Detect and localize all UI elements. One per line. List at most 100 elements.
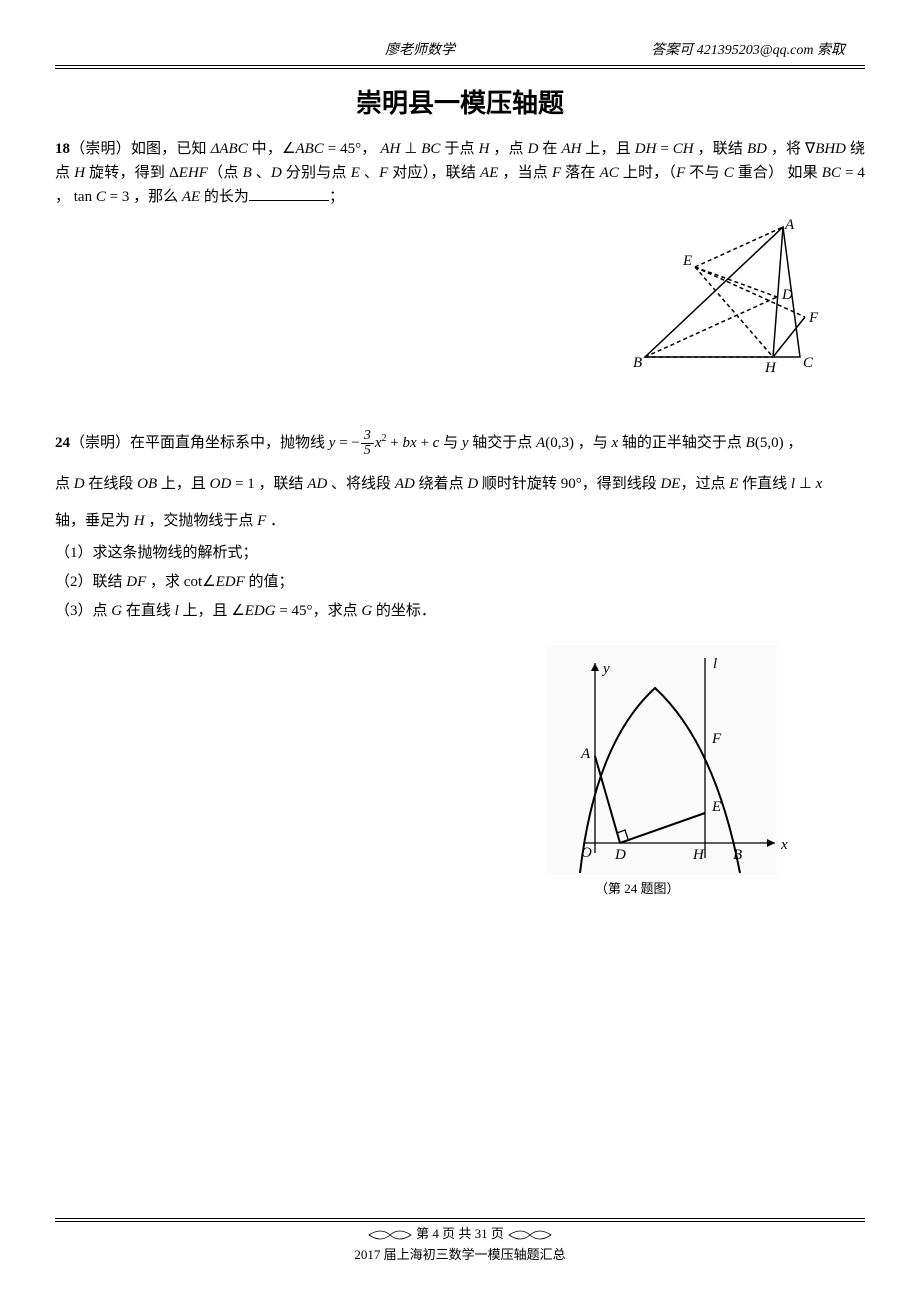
label-O: O	[581, 845, 592, 861]
header-teacher: 廖老师数学	[385, 40, 455, 62]
p24-q3d: ，求点	[313, 603, 362, 619]
p24-b50: B(5,0)	[746, 435, 784, 451]
p24-G2: G	[361, 603, 372, 619]
label-H: H	[764, 360, 777, 376]
footer-rule-1	[55, 1218, 865, 1219]
figure-24: y l A F E O D H B x （第 24 题图）	[55, 643, 865, 923]
p24-F: F	[257, 513, 266, 529]
header-contact: 答案可 421395203@qq.com 索取	[651, 40, 845, 62]
header-rule-1	[55, 65, 865, 66]
p18-tag: （崇明）	[70, 141, 131, 157]
page-header: 廖老师数学 答案可 421395203@qq.com 索取	[55, 40, 865, 65]
p24-D: D	[74, 476, 85, 492]
footer-page: 第 4 页 共 31 页	[416, 1226, 504, 1241]
p18-AE: AE	[480, 165, 498, 181]
p24-l2c: 上，且	[157, 476, 210, 492]
p24-l2h: ，得到线段	[582, 476, 661, 492]
label-B2: B	[733, 847, 742, 863]
p24-t6: ，	[784, 435, 803, 451]
p18-BD: BD	[747, 141, 767, 157]
label-E: E	[682, 253, 692, 269]
p18-F2: F	[552, 165, 561, 181]
p24-l2j: 作直线	[738, 476, 791, 492]
p18-vbhd: ∇BHD	[805, 141, 846, 157]
p18-l2k: 不与	[685, 165, 723, 181]
p18-AH2: AH	[561, 141, 581, 157]
figure-18-svg: A B C D E F H	[625, 217, 835, 377]
p24-q2: （2）联结 DF ，求 cot∠EDF 的值；	[55, 570, 865, 594]
problem-24-line2: 点 D 在线段 OB 上，且 OD = 1 ，联结 AD 、将线段 AD 绕着点…	[55, 468, 865, 501]
p24-l3b: ，交抛物线于点	[145, 513, 258, 529]
p24-q3c: 上，且	[179, 603, 232, 619]
label-l: l	[713, 656, 717, 672]
p24-AD2: AD	[395, 476, 415, 492]
label-D2: D	[614, 847, 626, 863]
label-F2: F	[711, 731, 722, 747]
problem-24: 24（崇明）在平面直角坐标系中，抛物线 y = −35x2 + bx + c 与…	[55, 427, 865, 460]
p18-ahbc: AH ⊥ BC	[380, 141, 440, 157]
p24-t2: 与	[439, 435, 462, 451]
p18-t1: 如图，已知	[131, 141, 211, 157]
p18-t5: ，点	[489, 141, 527, 157]
triangle-abc	[645, 227, 800, 357]
p24-q2c: 的值；	[245, 574, 294, 590]
segment-bd	[645, 297, 777, 357]
p18-D2: D	[271, 165, 282, 181]
p18-l2i: 落在	[561, 165, 599, 181]
footer-rule-2	[55, 1221, 865, 1222]
p18-l2c: （点	[208, 165, 243, 181]
p24-q1: （1）求这条抛物线的解析式；	[55, 541, 865, 565]
p24-l3c: ．	[266, 513, 285, 529]
p24-tag: （崇明）	[70, 435, 130, 451]
footer-page-wrap: 第 4 页 共 31 页	[55, 1224, 865, 1245]
p18-t8: ，联结	[694, 141, 747, 157]
figure-24-caption: （第 24 题图）	[595, 881, 680, 896]
footer-deco-left-icon	[367, 1229, 413, 1241]
label-C: C	[803, 355, 814, 371]
p18-number: 18	[55, 141, 70, 157]
p18-AC: AC	[600, 165, 619, 181]
p24-a03: A(0,3)	[536, 435, 574, 451]
p24-DE: DE	[660, 476, 680, 492]
label-A2: A	[580, 746, 591, 762]
p18-l3a: 如果	[787, 165, 821, 181]
p24-y: y	[462, 435, 469, 451]
p18-t3: ，	[361, 141, 380, 157]
footer-line2: 2017 届上海初三数学一模压轴题汇总	[55, 1245, 865, 1266]
segment-hf	[773, 317, 805, 357]
p18-F: F	[379, 165, 388, 181]
p18-H2: H	[74, 165, 85, 181]
p24-eq: y = −35x2 + bx + c	[329, 435, 440, 451]
p18-l2f: 、	[360, 165, 379, 181]
page-footer: 第 4 页 共 31 页 2017 届上海初三数学一模压轴题汇总	[55, 1218, 865, 1266]
p18-H: H	[479, 141, 490, 157]
p18-angle: ∠ABC = 45°	[282, 141, 361, 157]
p18-l2b: 旋转，得到	[85, 165, 169, 181]
p24-q3e: 的坐标．	[372, 603, 436, 619]
p18-ehf: ΔEHF	[169, 165, 208, 181]
p18-t4: 于点	[440, 141, 478, 157]
p18-B: B	[243, 165, 252, 181]
p18-l2d: 、	[252, 165, 271, 181]
p24-l2b: 在线段	[85, 476, 138, 492]
p24-l2d: ，联结	[255, 476, 308, 492]
problem-18: 18（崇明）如图，已知 ΔABC 中，∠ABC = 45°， AH ⊥ BC 于…	[55, 137, 865, 209]
label-E2: E	[711, 799, 721, 815]
page-title: 崇明县一模压轴题	[55, 83, 865, 125]
p18-l2h: ，当点	[498, 165, 552, 181]
p24-t3: 轴交于点	[469, 435, 537, 451]
p24-od1: OD = 1	[210, 476, 255, 492]
p18-l2j: 上时，（	[619, 165, 676, 181]
label-F: F	[808, 310, 819, 326]
label-A: A	[784, 217, 795, 233]
p24-edg45: ∠EDG = 45°	[231, 603, 312, 619]
p24-OB: OB	[137, 476, 157, 492]
p24-t5: 轴的正半轴交于点	[618, 435, 746, 451]
p24-q3: （3）点 G 在直线 l 上，且 ∠EDG = 45°，求点 G 的坐标．	[55, 599, 865, 623]
p24-q2b: ，求	[146, 574, 184, 590]
problem-24-line3: 轴，垂足为 H ，交抛物线于点 F ．	[55, 509, 865, 533]
p18-t6: 在	[538, 141, 561, 157]
p24-l2i: ，过点	[680, 476, 729, 492]
p18-l3b: ，	[55, 189, 74, 205]
p18-bc4: BC = 4	[822, 165, 865, 181]
